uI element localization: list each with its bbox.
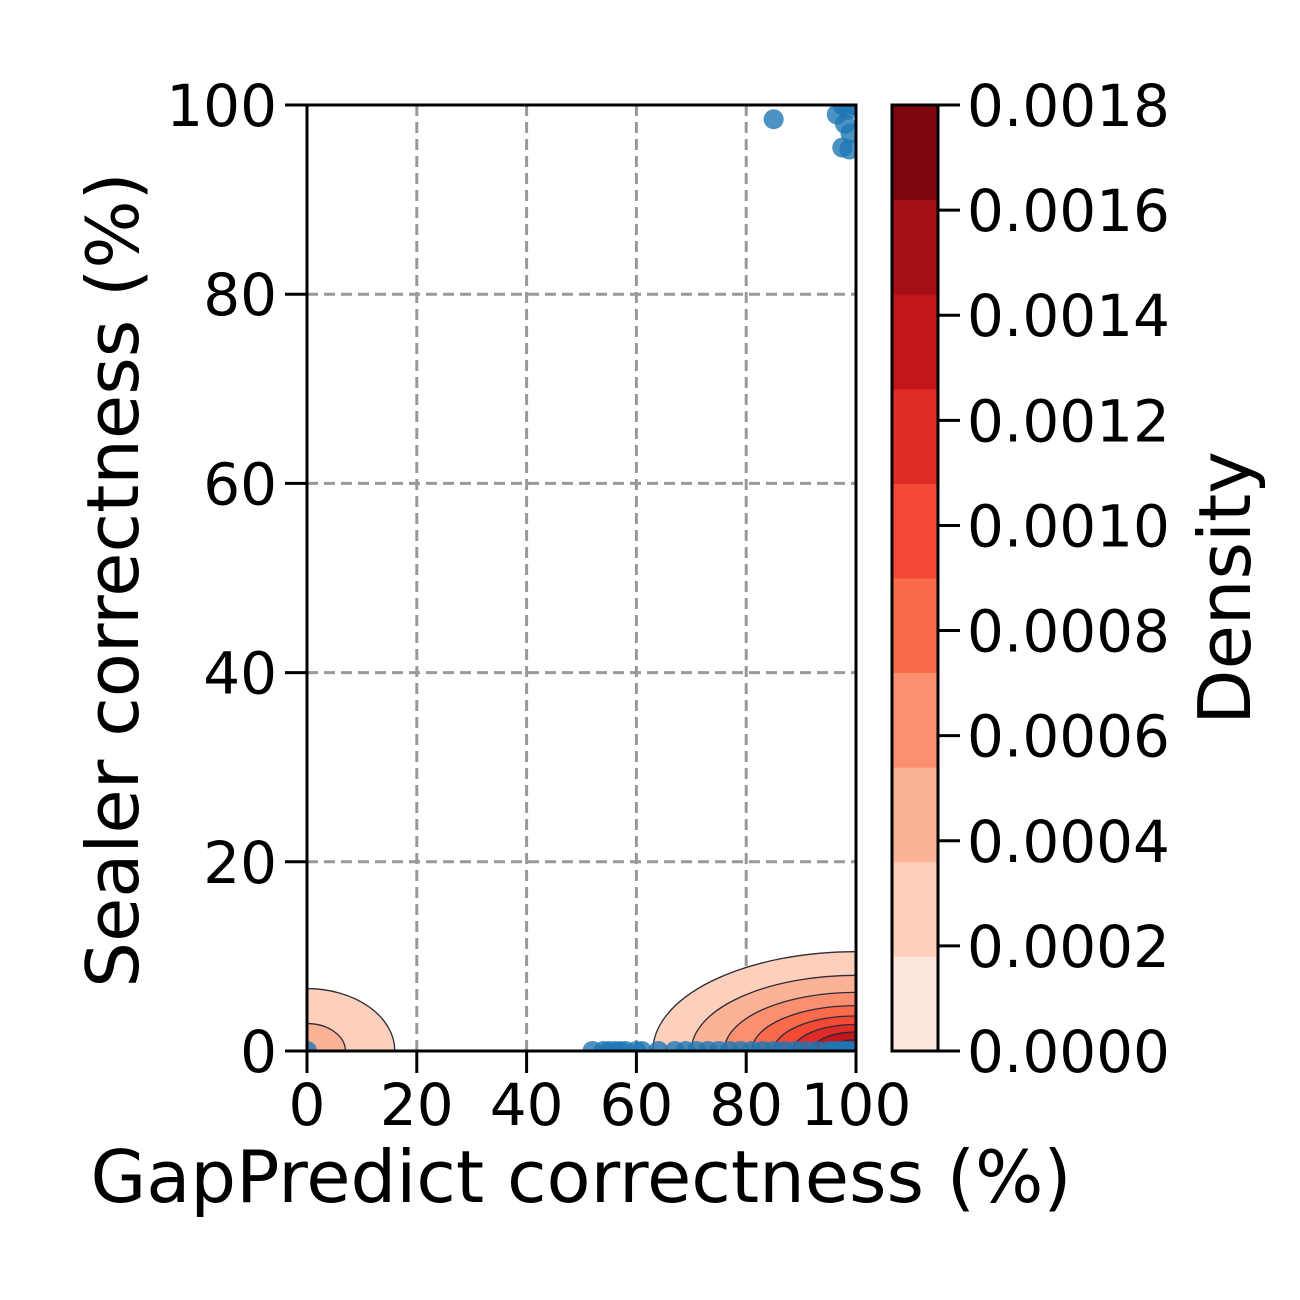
colorbar-segment <box>892 767 938 863</box>
colorbar-tick-label: 0.0008 <box>967 598 1170 666</box>
scatter-point <box>839 139 856 160</box>
colorbar-frame <box>890 103 940 1053</box>
scatter-point <box>846 1041 856 1051</box>
colorbar-tick-label: 0.0012 <box>967 387 1170 455</box>
colorbar-segment <box>892 578 938 674</box>
scatter-point <box>648 1041 669 1051</box>
y-axis-ticks: 0 20 40 60 80 100 <box>166 72 307 1086</box>
plot-background <box>307 105 856 1051</box>
colorbar-tick-label: 0.0018 <box>967 72 1170 140</box>
colorbar-segment <box>892 199 938 295</box>
colorbar-tick-label: 0.0010 <box>967 492 1170 560</box>
x-tick-label: 20 <box>380 1071 454 1139</box>
grid-lines <box>307 105 856 1051</box>
colorbar-tick-label: 0.0006 <box>967 703 1170 771</box>
scatter-point <box>631 1041 652 1051</box>
y-tick-label: 40 <box>203 640 277 708</box>
colorbar-tick-label: 0.0002 <box>967 913 1170 981</box>
y-tick-label: 80 <box>203 261 277 329</box>
colorbar-segment <box>892 672 938 768</box>
x-axis-ticks: 0 20 40 60 80 100 <box>289 1051 912 1139</box>
colorbar-segment <box>892 388 938 484</box>
scatter-point <box>843 105 856 115</box>
x-tick-label: 40 <box>490 1071 564 1139</box>
y-tick-label: 20 <box>203 829 277 897</box>
colorbar-segment <box>892 294 938 390</box>
y-tick-label: 100 <box>166 72 277 140</box>
colorbar-label: Density <box>1183 451 1267 725</box>
x-tick-label: 100 <box>801 1071 912 1139</box>
colorbar-tick-label: 0.0004 <box>967 808 1170 876</box>
plot-frame <box>305 103 858 1053</box>
y-axis-label: Sealer correctness (%) <box>71 172 155 987</box>
colorbar-tick-label: 0.0014 <box>967 282 1170 350</box>
scatter-points <box>307 105 856 1051</box>
colorbar-segment <box>892 105 938 201</box>
x-tick-label: 0 <box>289 1071 326 1139</box>
x-tick-label: 80 <box>709 1071 783 1139</box>
colorbar-segment <box>892 483 938 579</box>
y-tick-label: 0 <box>240 1018 277 1086</box>
kde-contours <box>307 951 856 1051</box>
scatter-point <box>763 109 784 130</box>
x-tick-label: 60 <box>599 1071 673 1139</box>
colorbar: 0.0000 0.0002 0.0004 0.0006 0.0008 0.0010 0.00… <box>890 72 1170 1086</box>
x-axis-label: GapPredict correctness (%) <box>90 1135 1071 1219</box>
scatter-point <box>307 1041 317 1051</box>
colorbar-segment <box>892 861 938 957</box>
colorbar-tick-label: 0.0000 <box>967 1018 1170 1086</box>
y-tick-label: 60 <box>203 450 277 518</box>
colorbar-tick-label: 0.0016 <box>967 177 1170 245</box>
colorbar-segment <box>892 956 938 1052</box>
